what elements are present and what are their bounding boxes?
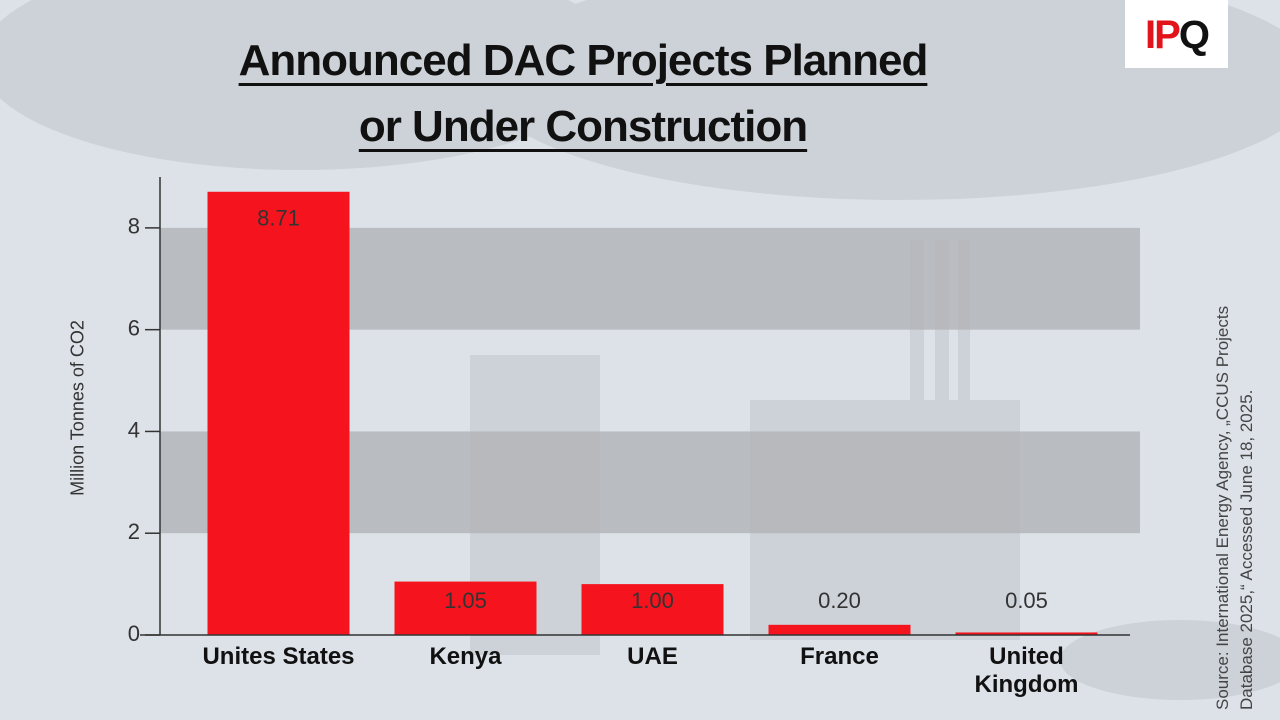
y-tick-label: 6 <box>128 315 140 340</box>
source-note: Source: International Energy Agency, „CC… <box>1213 305 1256 710</box>
bar <box>394 581 537 635</box>
x-tick-label: United Kingdom <box>974 643 1079 698</box>
x-tick-label: Unites States <box>202 643 355 670</box>
value-label: 1.05 <box>444 588 487 613</box>
value-label: 8.71 <box>257 206 300 231</box>
chart-title: Announced DAC Projects Planned or Under … <box>238 36 929 151</box>
y-tick-label: 0 <box>128 621 140 646</box>
value-label: 1.00 <box>631 588 674 613</box>
logo-part: Q <box>1178 13 1210 57</box>
bar <box>581 584 724 635</box>
y-tick-label: 8 <box>128 214 140 239</box>
bar <box>207 191 350 635</box>
y-axis-label: Million Tonnes of CO2 <box>67 320 88 496</box>
bar <box>955 632 1098 635</box>
value-label: 0.05 <box>1005 588 1048 613</box>
x-tick-label: UAE <box>627 643 678 670</box>
x-tick-label: France <box>800 643 879 670</box>
bar <box>768 624 911 635</box>
y-tick-label: 4 <box>128 417 140 442</box>
logo: IPQ <box>1125 0 1228 68</box>
x-tick-label: Kenya <box>429 643 502 670</box>
logo-part: IP <box>1145 13 1181 57</box>
value-label: 0.20 <box>818 588 861 613</box>
y-tick-label: 2 <box>128 519 140 544</box>
